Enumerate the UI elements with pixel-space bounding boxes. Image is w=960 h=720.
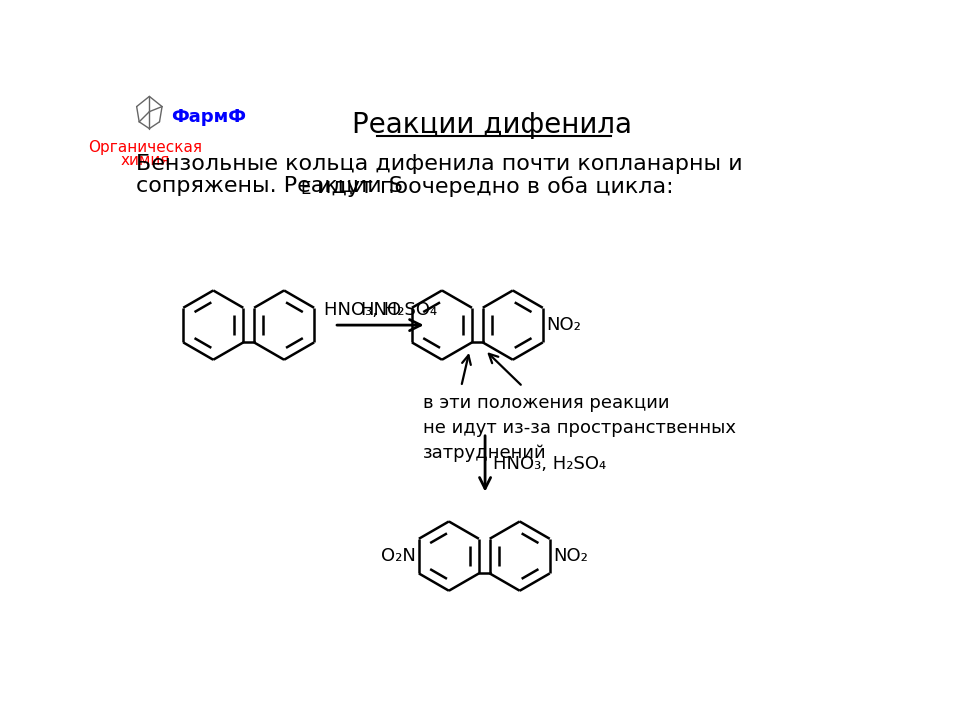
Text: NO₂: NO₂ [553, 547, 588, 565]
Text: Реакции дифенила: Реакции дифенила [352, 111, 632, 139]
Text: ФармФ: ФармФ [171, 108, 246, 126]
Text: HNO: HNO [360, 301, 401, 319]
Text: NO₂: NO₂ [546, 316, 581, 334]
Text: HNO₃, H₂SO₄: HNO₃, H₂SO₄ [492, 455, 606, 473]
Text: Органическая: Органическая [88, 140, 203, 156]
Text: в эти положения реакции
не идут из-за пространственных
затруднений: в эти положения реакции не идут из-за пр… [422, 395, 735, 462]
Text: E: E [300, 179, 311, 197]
Text: химия: химия [121, 153, 170, 168]
Text: O₂N: O₂N [381, 547, 416, 565]
Text: сопряжены. Реакции S: сопряжены. Реакции S [136, 176, 403, 196]
Text: HNO₃, H₂SO₄: HNO₃, H₂SO₄ [324, 301, 437, 319]
Text: Бензольные кольца дифенила почти копланарны и: Бензольные кольца дифенила почти коплана… [136, 154, 743, 174]
Text: идут поочередно в оба цикла:: идут поочередно в оба цикла: [310, 176, 674, 197]
